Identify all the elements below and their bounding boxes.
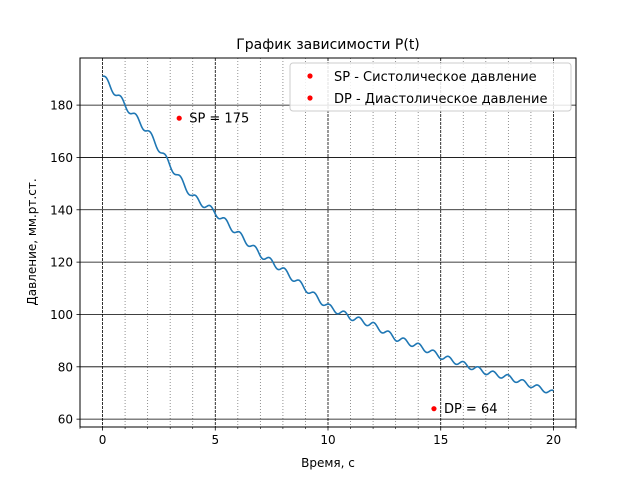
legend-label-dp: DP - Диастолическое давление [334, 92, 547, 107]
y-tick-label: 120 [50, 256, 73, 270]
point-label-1: DP = 64 [444, 402, 498, 417]
y-tick-label: 60 [58, 413, 73, 427]
y-axis-label: Давление, мм.рт.ст. [25, 178, 39, 305]
y-tick-label: 80 [58, 360, 73, 374]
series-layer [102, 75, 554, 394]
legend-box [289, 62, 572, 112]
pressure-line [102, 75, 554, 394]
points-layer: SP = 175 DP = 64 [176, 112, 498, 417]
legend-marker-dp [307, 95, 313, 101]
y-tick-label: 100 [50, 308, 73, 322]
axis-ticks: 0 5 10 15 20 60 80 100 120 140 160 180 [50, 99, 577, 447]
x-axis-label: Время, с [301, 456, 355, 470]
y-tick-label: 140 [50, 203, 73, 217]
chart-title: График зависимости P(t) [236, 37, 420, 53]
point-label-0: SP = 175 [189, 112, 249, 127]
x-tick-label: 0 [99, 433, 107, 447]
x-tick-label: 20 [546, 433, 561, 447]
x-tick-label: 10 [320, 433, 335, 447]
y-tick-label: 160 [50, 151, 73, 165]
point-marker-1 [431, 406, 437, 412]
point-marker-0 [176, 115, 182, 121]
legend-label-sp: SP - Систолическое давление [334, 70, 537, 85]
x-tick-label: 5 [211, 433, 219, 447]
legend: SP - Систолическое давление DP - Диастол… [289, 62, 572, 112]
y-tick-label: 180 [50, 99, 73, 113]
x-tick-label: 15 [433, 433, 448, 447]
legend-marker-sp [307, 73, 313, 79]
